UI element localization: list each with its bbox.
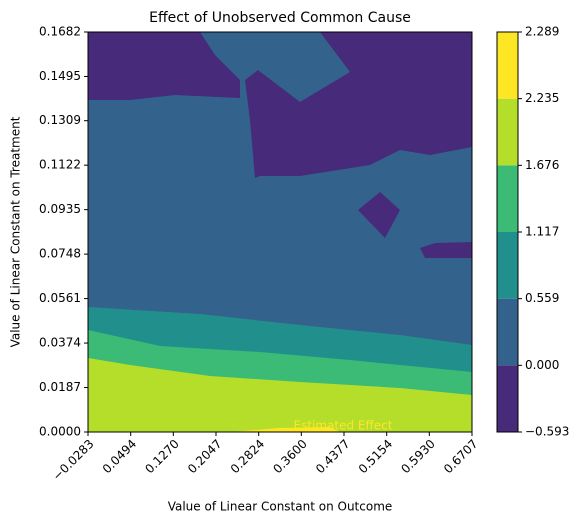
y-tick-label: 0.0561	[39, 291, 81, 305]
y-tick-label: 0.1682	[39, 25, 81, 39]
contour-band	[358, 192, 400, 238]
x-tick-label: 0.2824	[228, 437, 268, 477]
contour-band	[420, 242, 472, 258]
contour-band	[88, 32, 240, 100]
x-tick-label: 0.0494	[100, 437, 140, 477]
colorbar-tick-label: 1.117	[525, 225, 559, 239]
contour-band	[88, 358, 472, 432]
colorbar-band	[497, 98, 518, 166]
plot-frame	[87, 31, 473, 433]
y-tick-label: 0.0748	[39, 247, 81, 261]
y-tick-label: 0.0935	[39, 202, 81, 216]
contour-band	[230, 427, 340, 432]
contour-plot	[87, 31, 473, 433]
x-tick-label: 0.1270	[142, 437, 182, 477]
colorbar-tick-label: 0.559	[525, 291, 559, 305]
colorbar-tick-label: 1.676	[525, 158, 559, 172]
colorbar-band	[497, 298, 518, 366]
colorbar-tick-label: 2.289	[525, 25, 559, 39]
y-tick-label: 0.1495	[39, 69, 81, 83]
x-axis-label: Value of Linear Constant on Outcome	[168, 500, 393, 514]
x-tick-label: 0.2047	[185, 437, 225, 477]
colorbar-band	[497, 365, 518, 432]
colorbar-tick-label: 0.000	[525, 358, 559, 372]
annotation: Estimated Effect	[294, 419, 393, 433]
y-tick-label: 0.0374	[39, 336, 81, 350]
x-tick-label: 0.6707	[441, 437, 481, 477]
y-axis-label: Value of Linear Constant on Treatment	[9, 116, 23, 347]
x-tick-label: 0.5930	[398, 437, 438, 477]
x-tick-label: −0.0283	[50, 437, 97, 484]
colorbar-band	[497, 32, 518, 99]
colorbar-band	[497, 165, 518, 232]
y-tick-label: 0.1122	[39, 158, 81, 172]
chart-title: Effect of Unobserved Common Cause	[149, 10, 411, 26]
contour-band	[245, 32, 472, 178]
y-tick-label: 0.1309	[39, 113, 81, 127]
colorbar-band	[497, 232, 518, 299]
colorbar-tick-label: −0.593	[525, 425, 569, 439]
colorbar-tick-label: 2.235	[525, 91, 559, 105]
x-tick-label: 0.4377	[313, 437, 353, 477]
x-tick-label: 0.3600	[270, 437, 310, 477]
y-tick-label: 0.0187	[39, 380, 81, 394]
y-tick-label: 0.0000	[39, 425, 81, 439]
x-tick-label: 0.5154	[356, 437, 396, 477]
